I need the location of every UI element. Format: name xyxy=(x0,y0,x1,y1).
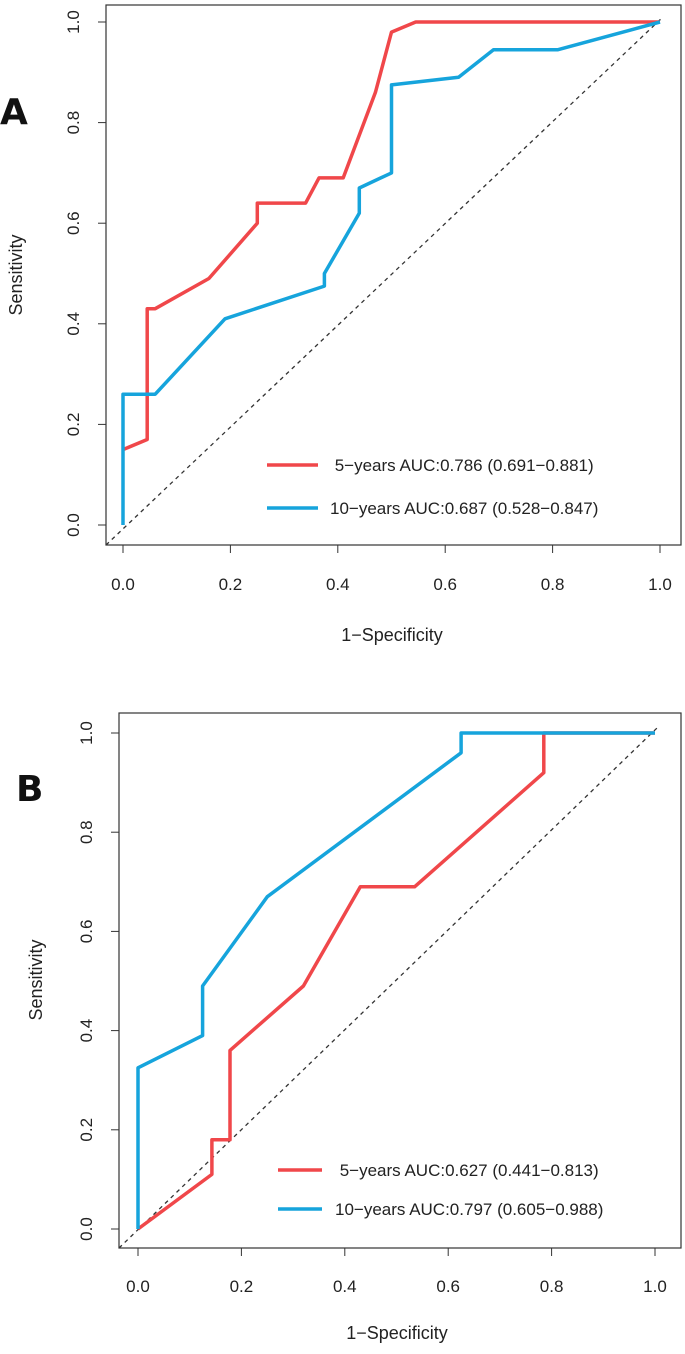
panel-b-x-tick-label: 0.8 xyxy=(540,1277,564,1296)
panel-b-y-tick-label: 0.2 xyxy=(77,1118,96,1142)
panel-b-line-5-years xyxy=(136,731,655,1231)
panel-b-legend: 5−years AUC:0.627 (0.441−0.813) 10−years… xyxy=(278,1161,603,1219)
panel-b-y-tick-label: 1.0 xyxy=(77,721,96,745)
panel-a-x-tick-label: 0.0 xyxy=(111,575,135,594)
panel-b-line-10-years xyxy=(136,731,655,1229)
panel-a-y-tick-label: 0.6 xyxy=(64,211,83,235)
panel-a-y-tick-label: 0.8 xyxy=(64,111,83,135)
panel-b-plot-frame xyxy=(118,712,682,1249)
panel-b-x-tick-label: 0.4 xyxy=(333,1277,357,1296)
panel-a-y-tick-label: 0.4 xyxy=(64,312,83,336)
panel-b-legend-10yr-label: 10−years AUC:0.797 (0.605−0.988) xyxy=(335,1200,603,1219)
panel-a-x-tick-label: 0.8 xyxy=(541,575,565,594)
panel-a-x-tick-label: 1.0 xyxy=(648,575,672,594)
panel-a: A 0.0 0.2 0.4 0.6 0.8 1.0 0.00.20.40.60.81.0 … xyxy=(0,4,682,645)
panel-b-x-axis: 0.0 0.2 0.4 0.6 0.8 1.0 xyxy=(126,1248,667,1296)
panel-b-x-tick-label: 0.0 xyxy=(126,1277,150,1296)
panel-a-x-axis-title: 1−Specificity xyxy=(341,625,443,645)
panel-a-y-tick-label: 0.2 xyxy=(64,413,83,437)
panel-b: B 0.0 0.2 0.4 0.6 0.8 1.0 0.00.20.40.60.81.0 … xyxy=(16,712,682,1343)
panel-b-y-tick-label: 0.4 xyxy=(77,1019,96,1043)
panel-b-x-tick-label: 0.2 xyxy=(230,1277,254,1296)
panel-b-y-tick-label: 0.6 xyxy=(77,920,96,944)
panel-a-y-axis: 0.0 0.2 0.4 0.6 0.8 1.0 xyxy=(64,10,106,537)
panel-a-line-10-years xyxy=(121,20,661,525)
panel-b-x-tick-label: 1.0 xyxy=(643,1277,667,1296)
panel-b-y-tick-label: 0.8 xyxy=(77,820,96,844)
panel-a-plot-frame xyxy=(105,4,682,546)
panel-a-y-tick-label: 1.0 xyxy=(64,10,83,34)
panel-a-legend: 5−years AUC:0.786 (0.691−0.881) 10−years… xyxy=(267,456,598,518)
panel-a-y-axis-title: Sensitivity xyxy=(6,234,26,315)
panel-b-x-tick-label: 0.6 xyxy=(436,1277,460,1296)
panel-a-x-tick-label: 0.4 xyxy=(326,575,350,594)
panel-a-legend-5yr-label: 5−years AUC:0.786 (0.691−0.881) xyxy=(330,456,594,475)
panel-a-letter: A xyxy=(0,92,28,133)
panel-b-letter: B xyxy=(16,769,43,810)
panel-a-y-tick-label: 0.0 xyxy=(64,513,83,537)
panel-a-x-axis: 0.0 0.2 0.4 0.6 0.8 1.0 xyxy=(111,545,672,594)
panel-b-legend-5yr-label: 5−years AUC:0.627 (0.441−0.813) xyxy=(335,1161,599,1180)
panel-a-x-tick-label: 0.6 xyxy=(433,575,457,594)
panel-b-y-tick-label: 0.0 xyxy=(77,1217,96,1241)
panel-b-series xyxy=(136,731,655,1231)
panel-b-y-axis-title: Sensitivity xyxy=(26,939,46,1020)
panel-a-legend-10yr-label: 10−years AUC:0.687 (0.528−0.847) xyxy=(330,499,598,518)
panel-b-y-axis: 0.0 0.2 0.4 0.6 0.8 1.0 xyxy=(77,721,119,1241)
panel-a-series xyxy=(121,20,661,525)
panel-a-line-5-years xyxy=(122,20,660,452)
panel-b-x-axis-title: 1−Specificity xyxy=(346,1323,448,1343)
panel-a-x-tick-label: 0.2 xyxy=(219,575,243,594)
